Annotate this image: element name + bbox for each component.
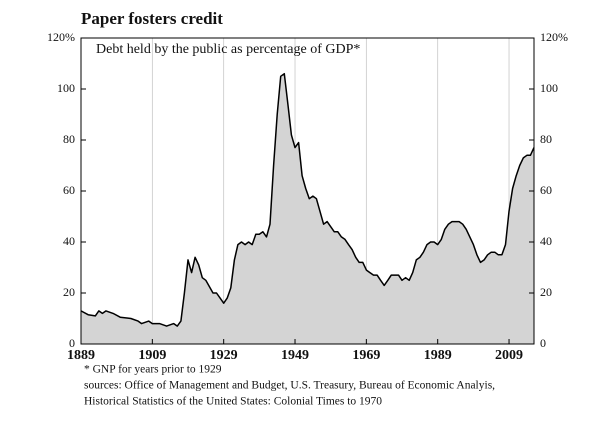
x-tick-label: 1949 bbox=[281, 348, 309, 363]
y-tick-label: 0 bbox=[69, 336, 75, 350]
y2-tick-label: 20 bbox=[540, 285, 552, 299]
source-note: Historical Statistics of the United Stat… bbox=[84, 396, 382, 408]
y2-tick-label: 40 bbox=[540, 234, 552, 248]
line bbox=[80, 72, 535, 327]
footnote: * GNP for years prior to 1929 bbox=[84, 364, 222, 376]
y2-tick-label: 80 bbox=[540, 132, 552, 146]
source-note: sources: Office of Management and Budget… bbox=[84, 380, 495, 392]
y-tick-label: 60 bbox=[63, 183, 75, 197]
y2-tick-label: 60 bbox=[540, 183, 552, 197]
x-tick-label: 1889 bbox=[67, 348, 95, 363]
chart-title: Paper fosters credit bbox=[81, 9, 223, 28]
chart-subtitle: Debt held by the public as percentage of… bbox=[96, 42, 360, 57]
x-tick-label: 1909 bbox=[138, 348, 166, 363]
y-tick-label: 100 bbox=[57, 81, 75, 95]
x-tick-label: 1929 bbox=[210, 348, 238, 363]
y-tick-label: 40 bbox=[63, 234, 75, 248]
y-tick-label: 20 bbox=[63, 285, 75, 299]
y2-tick-label: 120% bbox=[540, 30, 568, 44]
y-tick-label: 80 bbox=[63, 132, 75, 146]
y-tick-label: 120% bbox=[47, 30, 75, 44]
x-tick-label: 1989 bbox=[424, 348, 452, 363]
x-tick-label: 1969 bbox=[352, 348, 380, 363]
area bbox=[81, 73, 534, 344]
y2-tick-label: 100 bbox=[540, 81, 558, 95]
x-tick-label: 2009 bbox=[495, 348, 523, 363]
y2-tick-label: 0 bbox=[540, 336, 546, 350]
